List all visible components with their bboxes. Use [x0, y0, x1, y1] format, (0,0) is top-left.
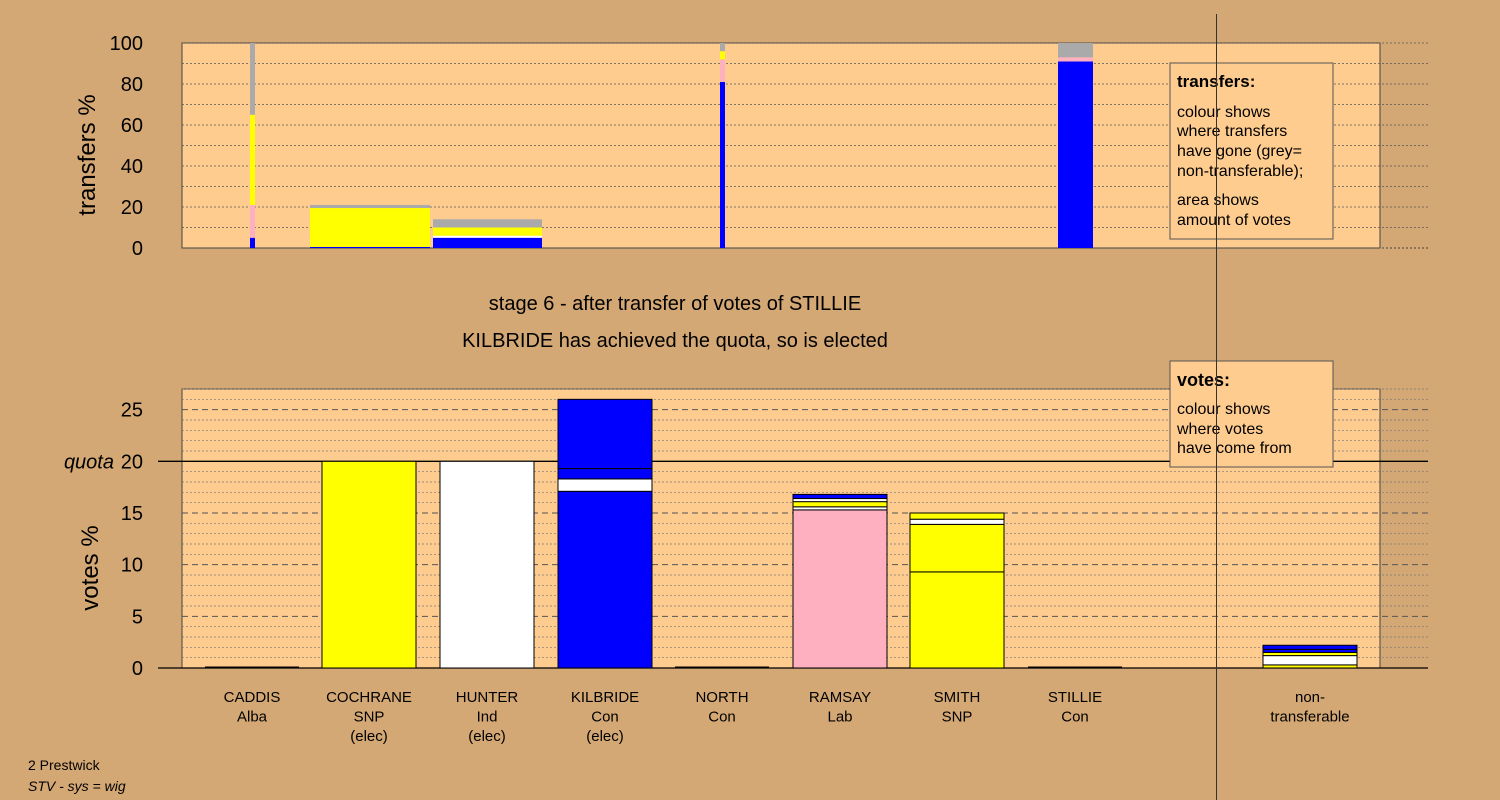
votes-y-axis-label: votes %: [77, 525, 104, 610]
transfer-segment-cochrane: [310, 204, 430, 209]
candidate-name: NORTH: [695, 689, 748, 706]
votes-y-tick-label: 5: [132, 606, 143, 628]
votes-y-tick-label: 20: [121, 451, 143, 473]
vote-segment-kilbride: [557, 490, 653, 669]
vote-segment-hunter: [439, 460, 535, 669]
vote-segment-kilbride: [557, 398, 653, 470]
vote-segment-non: [1262, 655, 1358, 666]
candidate-party: Con: [591, 709, 619, 726]
transfers-y-tick-label: 100: [110, 33, 143, 55]
candidate-party: Lab: [827, 709, 852, 726]
transfer-segment-stillie: [1058, 43, 1093, 58]
quota-label: quota: [64, 451, 114, 473]
transfer-segment-hunter: [433, 219, 542, 228]
candidate-elected: (elec): [586, 728, 624, 745]
transfer-segment-caddis: [250, 237, 255, 248]
system-label: STV - sys = wig: [28, 778, 126, 794]
votes-y-tick-label: 10: [121, 555, 143, 577]
candidate-party: Alba: [237, 709, 268, 726]
transfers-y-tick-label: 20: [121, 197, 143, 219]
transfer-segment-cochrane: [310, 246, 430, 248]
candidate-name: COCHRANE: [326, 689, 412, 706]
candidate-name: KILBRIDE: [571, 689, 639, 706]
transfers-y-tick-label: 80: [121, 74, 143, 96]
candidate-party: SNP: [354, 709, 385, 726]
vote-segment-smith: [909, 571, 1005, 669]
transfer-segment-caddis: [250, 114, 255, 205]
vote-segment-ramsay: [792, 501, 888, 508]
candidate-name: CADDIS: [224, 689, 281, 706]
vote-segment-ramsay: [792, 509, 888, 669]
constituency-label: 2 Prestwick: [28, 757, 100, 773]
candidate-party: Ind: [477, 709, 498, 726]
vote-segment-smith: [909, 518, 1005, 525]
votes-legend-line: have come from: [1177, 440, 1292, 457]
vote-segment-smith: [909, 523, 1005, 573]
transfers-y-tick-label: 0: [132, 238, 143, 260]
vote-segment-smith: [909, 512, 1005, 520]
candidate-name: non-: [1295, 689, 1325, 706]
transfers-legend-line: have gone (grey=: [1177, 143, 1302, 160]
transfer-segment-hunter: [433, 237, 542, 248]
votes-y-tick-label: 0: [132, 658, 143, 680]
transfers-legend-line: amount of votes: [1177, 212, 1291, 229]
transfer-segment-hunter: [433, 235, 542, 238]
votes-y-tick-label: 25: [121, 400, 143, 422]
votes-y-tick-label: 15: [121, 503, 143, 525]
stage-heading: stage 6 - after transfer of votes of STI…: [489, 293, 861, 315]
transfer-segment-north: [720, 43, 725, 52]
transfers-y-tick-label: 40: [121, 156, 143, 178]
transfer-segment-hunter: [433, 227, 542, 236]
candidate-elected: (elec): [350, 728, 388, 745]
transfers-legend-line: colour shows: [1177, 104, 1270, 121]
votes-legend-line: colour shows: [1177, 401, 1270, 418]
votes-legend: votes: colour shows where votes have com…: [1169, 360, 1334, 468]
transfer-segment-north: [720, 59, 725, 82]
votes-legend-line: where votes: [1176, 421, 1263, 438]
transfers-y-tick-label: 60: [121, 115, 143, 137]
candidate-party: transferable: [1270, 709, 1349, 726]
candidate-party: SNP: [942, 709, 973, 726]
transfers-legend-line: area shows: [1177, 192, 1259, 209]
transfer-segment-stillie: [1058, 57, 1093, 62]
vote-segment-non: [1262, 644, 1358, 650]
transfer-segment-stillie: [1058, 61, 1093, 249]
transfer-segment-cochrane: [310, 208, 430, 247]
transfer-segment-caddis: [250, 43, 255, 115]
elected-status: KILBRIDE has achieved the quota, so is e…: [462, 330, 888, 352]
vote-segment-ramsay: [792, 493, 888, 500]
candidate-party: Con: [1061, 709, 1089, 726]
votes-legend-title: votes:: [1177, 370, 1230, 390]
candidate-name: HUNTER: [456, 689, 519, 706]
transfers-y-axis-label: transfers %: [74, 94, 101, 215]
candidate-name: RAMSAY: [809, 689, 871, 706]
vote-segment-kilbride: [557, 468, 653, 480]
candidate-elected: (elec): [468, 728, 506, 745]
candidate-name: STILLIE: [1048, 689, 1102, 706]
transfer-segment-north: [720, 51, 725, 60]
vote-segment-kilbride: [557, 478, 653, 492]
vote-segment-cochrane: [321, 460, 417, 669]
transfer-segment-caddis: [250, 204, 255, 238]
transfers-legend-line: non-transferable);: [1177, 163, 1303, 180]
candidate-party: Con: [708, 709, 736, 726]
candidate-name: SMITH: [934, 689, 981, 706]
transfer-segment-north: [720, 81, 725, 248]
transfers-legend: transfers: colour shows where transfers …: [1169, 62, 1334, 240]
transfers-legend-line: where transfers: [1176, 123, 1287, 140]
